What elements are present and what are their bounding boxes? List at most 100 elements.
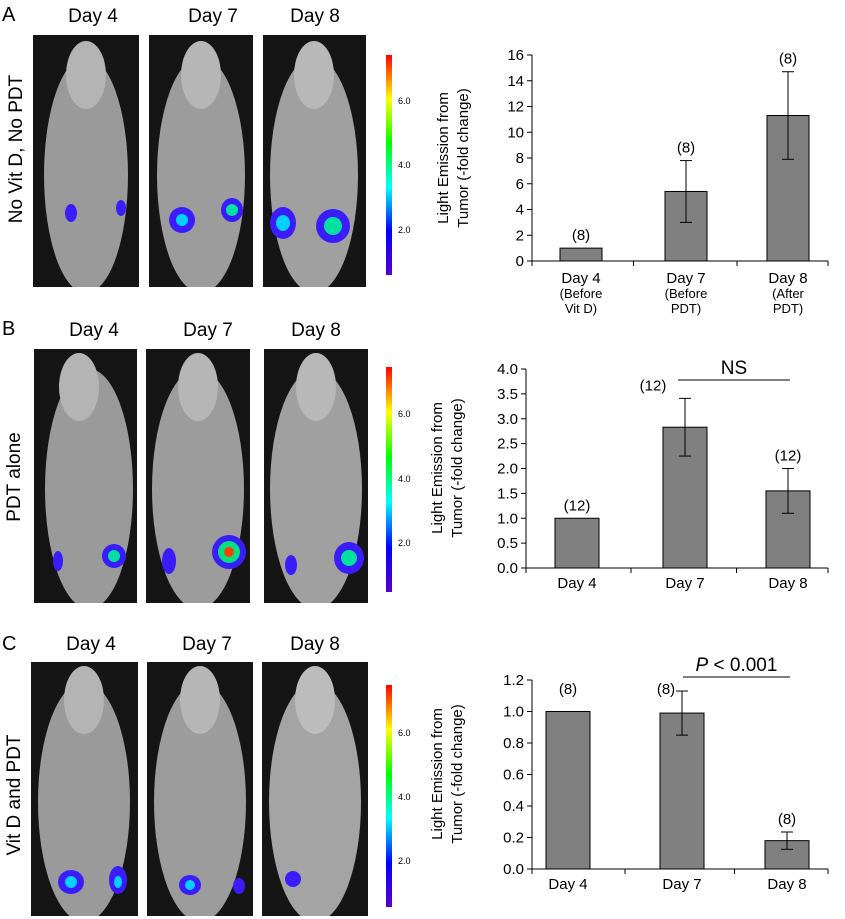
- panel-b-day7-header: Day 7: [183, 320, 233, 341]
- panel-c-category-label: Day 4: [548, 876, 587, 893]
- panel-a-mouse-day7-image: [149, 35, 253, 287]
- panel-c-mouse-day8-image: [262, 662, 368, 916]
- panel-c-day7-header: Day 7: [182, 634, 232, 655]
- panel-b-category-label: Day 8: [768, 575, 807, 592]
- panel-a-category-label: (Before: [560, 286, 603, 301]
- panel-c-p-symbol: P: [696, 655, 709, 676]
- panel-b-colorbar: [386, 367, 392, 592]
- panel-c-category-label: Day 8: [767, 876, 806, 893]
- panel-letter-c: C: [2, 633, 17, 655]
- panel-a-mouse-day4-image: [33, 35, 139, 287]
- panel-b-y-axis-label: Tumor (-fold change): [449, 398, 466, 538]
- panel-c-significance-label: P < 0.001: [696, 655, 778, 676]
- panel-a-colorbar-tick-2: 2.0: [398, 225, 411, 235]
- panel-b-y-tick-label: 4.0: [497, 361, 518, 378]
- panel-b-mouse-day7-image: [146, 349, 250, 603]
- panel-a-y-tick-label: 0: [516, 253, 524, 270]
- panel-c-n-label: (8): [559, 681, 577, 698]
- panel-a-category-label: PDT): [773, 301, 803, 316]
- panel-a-colorbar: [386, 55, 392, 275]
- panel-a-n-label: (8): [572, 227, 590, 244]
- panel-c-category-label: Day 7: [662, 876, 701, 893]
- panel-b-y-tick-label: 1.5: [497, 485, 518, 502]
- panel-b-y-axis-label: Light Emission from: [429, 402, 446, 534]
- panel-b-bar-chart: 0.0 0.5 1.0 1.5 2.0 2.5 3.0 3.5 4.0 Light Emissio…: [429, 358, 829, 592]
- panel-c-n-label: (8): [778, 811, 796, 828]
- panel-b-y-tick-label: 3.5: [497, 386, 518, 403]
- panel-c-bar: [659, 712, 705, 870]
- panel-a-y-tick-label: 16: [507, 47, 524, 64]
- panel-b-n-label: (12): [564, 497, 591, 514]
- panel-b-y-tick-label: 0.0: [497, 560, 518, 577]
- panel-a-category-label: (Before: [665, 286, 708, 301]
- panel-b-mouse-day4-image: [34, 349, 137, 603]
- panel-c-y-tick-label: 0.6: [503, 767, 524, 784]
- panel-c-y-tick-label: 1.0: [503, 704, 524, 721]
- panel-b-day8-header: Day 8: [291, 320, 341, 341]
- panel-b-y-tick-label: 2.5: [497, 436, 518, 453]
- panel-c-y-axis-label: Light Emission from: [429, 708, 446, 840]
- panel-a-y-tick-label: 4: [516, 202, 524, 219]
- panel-b-colorbar-tick-2: 2.0: [398, 538, 411, 548]
- panel-a-category-label: Day 8: [768, 270, 807, 287]
- panel-a-day8-header: Day 8: [290, 6, 340, 27]
- panel-b-y-tick-label: 1.0: [497, 510, 518, 527]
- panel-b-category-label: Day 4: [557, 575, 596, 592]
- panel-a-category-label: Day 4: [561, 270, 600, 287]
- panel-c-y-tick-label: 0.0: [503, 861, 524, 878]
- panel-a-y-tick-label: 8: [516, 150, 524, 167]
- panel-c-y-tick-label: 0.8: [503, 735, 524, 752]
- panel-a-y-axis-label: Light Emission from: [435, 92, 452, 224]
- panel-b-y-tick-label: 3.0: [497, 411, 518, 428]
- panel-a-y-tick-label: 12: [507, 99, 524, 116]
- panel-a-day4-header: Day 4: [68, 6, 118, 27]
- panel-a-condition-label: No Vit D, No PDT: [6, 74, 27, 224]
- panel-b-n-label: (12): [640, 377, 667, 394]
- panel-b-colorbar-tick-6: 6.0: [398, 409, 411, 419]
- panel-c-n-label: (8): [657, 681, 675, 698]
- panel-b-n-label: (12): [775, 448, 802, 465]
- panel-a-category-label: Vit D): [565, 301, 597, 316]
- panel-b-category-label: Day 7: [665, 575, 704, 592]
- panel-c-colorbar: [386, 685, 392, 907]
- panel-c-day8-header: Day 8: [290, 634, 340, 655]
- panel-b-y-tick-label: 0.5: [497, 535, 518, 552]
- panel-a-y-axis-label: Tumor (-fold change): [455, 88, 472, 228]
- panel-a-mouse-day8-image: [263, 35, 366, 287]
- panel-c-y-axis-label: Tumor (-fold change): [449, 704, 466, 844]
- panel-a-y-tick-label: 10: [507, 124, 524, 141]
- panel-c-bar: [545, 711, 591, 870]
- panel-c-bar-chart: 0.0 0.2 0.4 0.6 0.8 1.0 1.2 Light Emission from…: [429, 655, 829, 893]
- panel-c-colorbar-tick-2: 2.0: [398, 856, 411, 866]
- panel-a-y-tick-label: 2: [516, 227, 524, 244]
- panel-a-colorbar-tick-6: 6.0: [398, 96, 411, 106]
- panel-a-n-label: (8): [779, 51, 797, 68]
- panel-c-colorbar-tick-6: 6.0: [398, 728, 411, 738]
- panel-a-colorbar-tick-4: 4.0: [398, 160, 411, 170]
- panel-b-mouse-day8-image: [264, 349, 368, 603]
- panel-a-y-tick-label: 14: [507, 73, 524, 90]
- panel-c-day4-header: Day 4: [66, 634, 116, 655]
- panel-b-bar: [554, 517, 600, 569]
- panel-a-bar-chart: 0 2 4 6 8 10 12 14 16 Light Emission from Tumor (-…: [435, 47, 829, 316]
- panel-a-category-label: PDT): [671, 301, 701, 316]
- panel-a-n-label: (8): [677, 140, 695, 157]
- panel-c-condition-label: Vit D and PDT: [4, 734, 25, 856]
- panel-c-p-value: < 0.001: [708, 655, 777, 676]
- panel-b-colorbar-tick-4: 4.0: [398, 474, 411, 484]
- panel-a-category-label: (After: [772, 286, 804, 301]
- panel-letter-a: A: [2, 4, 16, 26]
- panel-c-y-tick-label: 0.4: [503, 798, 524, 815]
- panel-c-colorbar-tick-4: 4.0: [398, 792, 411, 802]
- panel-c-y-tick-label: 0.2: [503, 830, 524, 847]
- panel-c-mouse-day4-image: [31, 662, 138, 916]
- panel-b-condition-label: PDT alone: [4, 432, 25, 522]
- panel-a-bar: [559, 247, 603, 262]
- panel-a-category-label: Day 7: [666, 270, 705, 287]
- panel-c-mouse-day7-image: [147, 662, 253, 916]
- panel-a-y-tick-label: 6: [516, 176, 524, 193]
- panel-b-significance-label: NS: [721, 358, 747, 379]
- panel-b-y-tick-label: 2.0: [497, 461, 518, 478]
- panel-b-day4-header: Day 4: [69, 320, 119, 341]
- panel-c-y-tick-label: 1.2: [503, 672, 524, 689]
